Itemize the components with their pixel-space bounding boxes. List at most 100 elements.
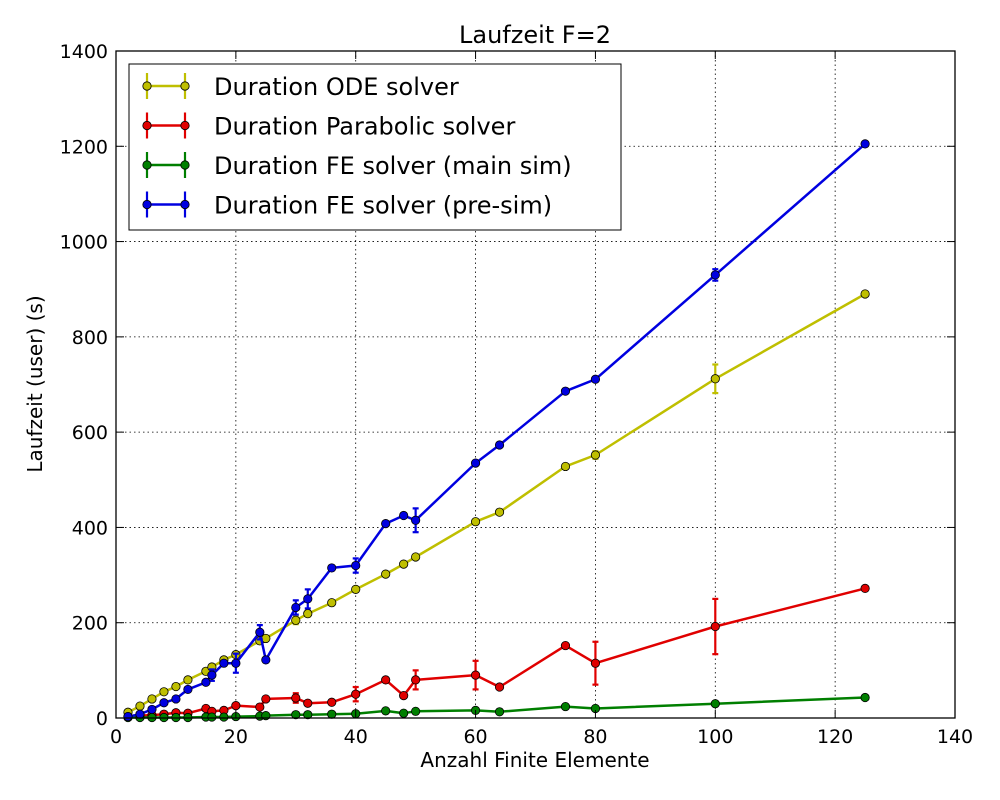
data-point [291, 710, 301, 720]
y-tick-label: 1200 [60, 136, 108, 158]
data-point [207, 670, 217, 680]
y-axis-label: Laufzeit (user) (s) [23, 295, 47, 472]
data-point [381, 569, 391, 579]
legend-swatch-marker [180, 199, 190, 210]
data-point [411, 552, 421, 562]
data-point [860, 289, 870, 299]
x-axis-label: Anzahl Finite Elemente [420, 748, 649, 772]
data-point [327, 563, 337, 573]
legend-swatch-marker [142, 120, 152, 131]
data-point [710, 699, 720, 709]
data-point [327, 697, 337, 707]
legend-entry: Duration FE solver (main sim) [142, 152, 572, 180]
data-point [560, 386, 571, 396]
data-point [381, 706, 391, 716]
data-point [411, 515, 421, 525]
data-point [590, 374, 601, 384]
data-point [231, 658, 241, 668]
data-point [183, 675, 193, 685]
x-tick-label: 100 [697, 726, 733, 748]
data-point [399, 510, 409, 521]
data-point [494, 507, 505, 517]
series [123, 139, 870, 722]
legend-entry: Duration Parabolic solver [142, 112, 515, 141]
y-tick-label: 200 [72, 613, 108, 635]
legend-label: Duration FE solver (pre-sim) [214, 192, 552, 220]
data-point [470, 670, 481, 680]
legend-swatch-marker [142, 160, 152, 170]
data-point [123, 711, 133, 722]
data-point [710, 374, 720, 384]
data-point [710, 270, 720, 280]
data-point [399, 708, 409, 718]
data-point [351, 689, 361, 699]
axis-ticks: 0 20 40 60 80 100 120 1400200400600800100012001… [60, 41, 973, 748]
data-point [255, 627, 265, 637]
data-point [303, 609, 313, 619]
y-tick-label: 0 [96, 708, 108, 730]
legend-entry: Duration FE solver (pre-sim) [142, 191, 552, 220]
data-point [590, 450, 601, 460]
y-tick-label: 1000 [60, 232, 108, 254]
data-point [327, 598, 337, 608]
data-point [219, 712, 229, 722]
data-point [860, 139, 870, 149]
data-point [327, 709, 337, 719]
legend-entry: Duration ODE solver [142, 73, 459, 101]
data-point [171, 681, 181, 692]
data-point [860, 692, 870, 703]
data-point [135, 709, 145, 719]
data-point [201, 677, 211, 687]
x-tick-label: 120 [817, 726, 853, 748]
x-tick-label: 60 [463, 726, 487, 748]
data-point [159, 698, 169, 708]
data-point [291, 602, 301, 613]
data-point [159, 687, 169, 697]
data-point [135, 701, 145, 711]
data-point [303, 594, 313, 604]
data-point [860, 583, 870, 594]
data-point [381, 519, 391, 529]
data-point [261, 694, 271, 704]
data-point [411, 706, 421, 716]
data-point [291, 615, 301, 625]
data-point [303, 698, 313, 708]
data-point [560, 461, 571, 472]
data-point [411, 675, 421, 685]
series-group [123, 139, 870, 723]
data-point [147, 704, 157, 715]
data-point [231, 701, 241, 711]
y-tick-label: 600 [72, 422, 108, 444]
legend: Duration ODE solver Duration Parabolic so… [128, 63, 622, 231]
data-point [399, 559, 409, 569]
data-point [351, 560, 361, 571]
data-point [219, 658, 229, 668]
legend-swatch-marker [180, 120, 190, 131]
data-point [590, 658, 601, 668]
data-point [207, 712, 217, 722]
data-point [470, 458, 481, 468]
data-point [381, 675, 391, 685]
legend-box [128, 63, 622, 231]
legend-label: Duration Parabolic solver [214, 113, 515, 141]
x-tick-label: 80 [583, 726, 607, 748]
y-tick-label: 1400 [60, 41, 108, 63]
x-tick-label: 20 [224, 726, 248, 748]
data-point [261, 655, 271, 665]
data-point [560, 701, 571, 712]
data-point [147, 694, 157, 704]
plot-frame [115, 50, 956, 719]
data-point [710, 621, 720, 632]
data-point [303, 710, 313, 720]
data-point [494, 707, 505, 717]
data-point [171, 694, 181, 704]
legend-label: Duration FE solver (main sim) [214, 152, 572, 180]
data-point [183, 684, 193, 695]
legend-swatch-marker [142, 199, 152, 210]
x-tick-label: 40 [344, 726, 368, 748]
data-point [351, 584, 361, 594]
x-tick-label: 0 [110, 726, 122, 748]
legend-swatch-marker [142, 81, 152, 91]
y-tick-label: 400 [72, 517, 108, 539]
